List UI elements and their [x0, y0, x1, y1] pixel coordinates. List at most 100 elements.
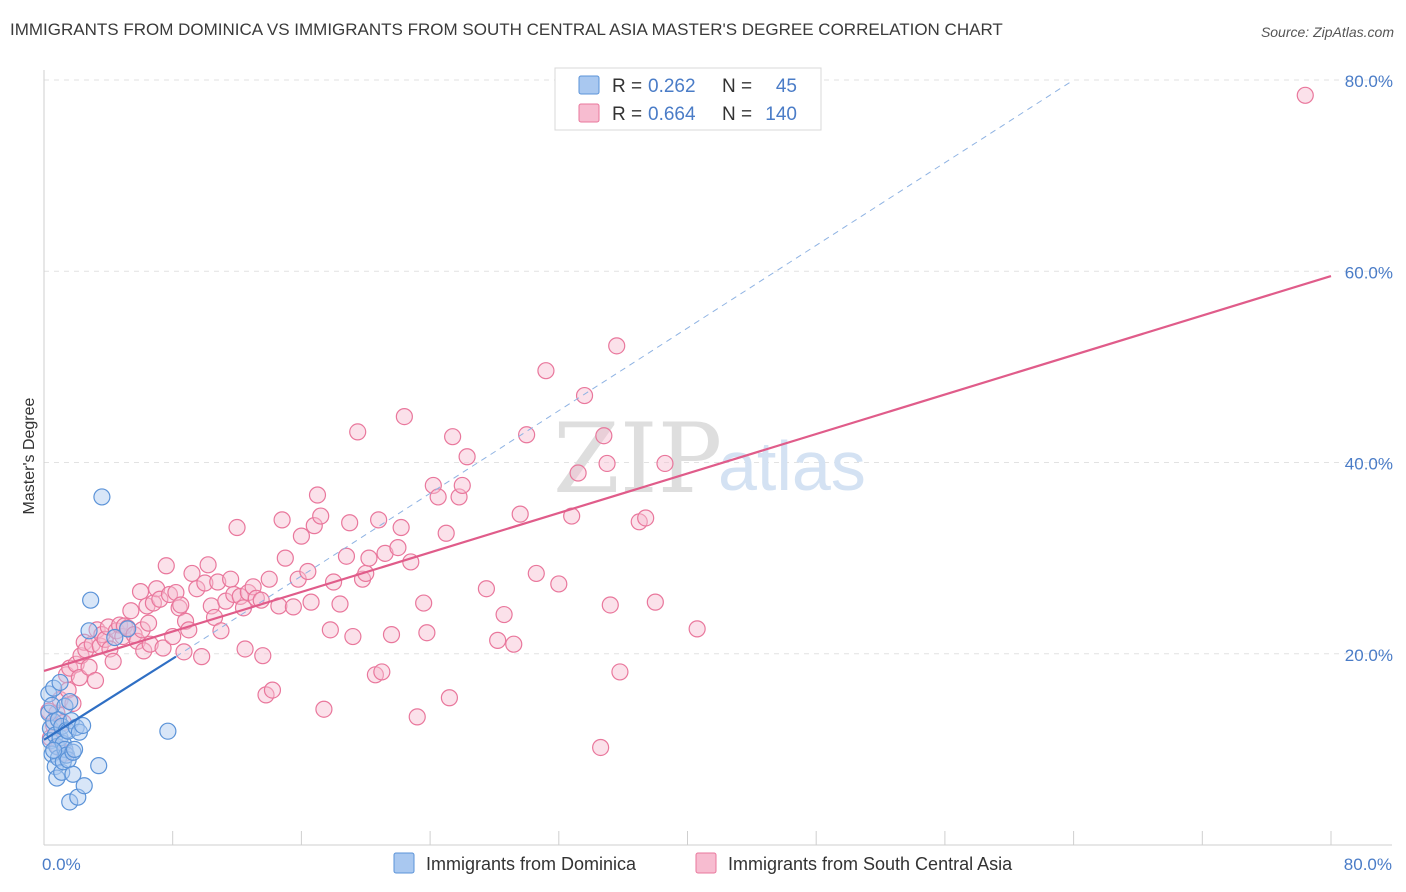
- point-dominica: [61, 793, 79, 811]
- point-dominica: [82, 591, 100, 609]
- point-south-central-asia: [341, 514, 359, 532]
- point-dominica: [75, 777, 93, 795]
- point-south-central-asia: [135, 642, 153, 660]
- point-south-central-asia: [344, 627, 362, 646]
- point-south-central-asia: [437, 524, 455, 542]
- point-south-central-asia: [537, 362, 555, 380]
- point-south-central-asia: [592, 738, 610, 757]
- point-south-central-asia: [312, 507, 330, 525]
- point-south-central-asia: [415, 594, 433, 612]
- series-dominica-points: [40, 488, 177, 811]
- point-south-central-asia: [139, 614, 158, 632]
- x-ticks: [172, 831, 1332, 845]
- series-south-central-asia-points: [40, 86, 1314, 762]
- point-south-central-asia: [595, 427, 613, 445]
- y-tick-labels: 20.0% 40.0% 60.0% 80.0%: [1345, 72, 1393, 665]
- point-dominica: [65, 740, 84, 758]
- point-south-central-asia: [598, 454, 616, 473]
- point-south-central-asia: [382, 626, 401, 644]
- x-tick-label-max: 80.0%: [1344, 855, 1392, 874]
- legend-box: R = 0.262 N = 45 R = 0.664 N = 140: [554, 67, 822, 131]
- point-south-central-asia: [302, 593, 320, 611]
- bottom-legend-swatch-dominica: [393, 852, 415, 874]
- point-south-central-asia: [489, 631, 507, 649]
- point-south-central-asia: [133, 621, 151, 639]
- point-south-central-asia: [254, 647, 272, 665]
- point-south-central-asia: [154, 639, 172, 657]
- point-dominica: [159, 722, 177, 740]
- point-south-central-asia: [477, 580, 496, 598]
- point-south-central-asia: [440, 689, 459, 707]
- point-south-central-asia: [575, 386, 594, 405]
- bottom-legend-label-south-central-asia: Immigrants from South Central Asia: [728, 854, 1013, 874]
- y-axis-label: Master's Degree: [21, 397, 38, 514]
- point-south-central-asia: [1296, 86, 1314, 104]
- trend-line-south-central-asia: [43, 274, 1332, 673]
- point-dominica: [119, 620, 137, 638]
- point-south-central-asia: [315, 700, 333, 718]
- bottom-legend-label-dominica: Immigrants from Dominica: [426, 854, 637, 874]
- point-south-central-asia: [429, 488, 447, 506]
- point-south-central-asia: [601, 596, 619, 614]
- point-south-central-asia: [453, 476, 471, 495]
- point-south-central-asia: [284, 598, 302, 616]
- axes: [43, 70, 1392, 846]
- watermark: ZIP atlas: [553, 403, 866, 515]
- point-south-central-asia: [276, 549, 294, 567]
- point-south-central-asia: [157, 557, 175, 575]
- point-dominica: [45, 679, 63, 697]
- point-south-central-asia: [688, 620, 706, 638]
- trend-line-dominica: [43, 655, 177, 741]
- point-south-central-asia: [122, 602, 140, 620]
- point-south-central-asia: [308, 486, 327, 504]
- point-south-central-asia: [392, 518, 410, 537]
- point-south-central-asia: [212, 622, 230, 640]
- point-south-central-asia: [637, 509, 655, 527]
- point-south-central-asia: [360, 549, 378, 567]
- point-dominica: [93, 488, 111, 506]
- point-south-central-asia: [511, 505, 529, 523]
- point-south-central-asia: [321, 621, 339, 639]
- point-south-central-asia: [444, 428, 462, 446]
- watermark-zip: ZIP: [553, 403, 722, 515]
- point-south-central-asia: [518, 426, 536, 444]
- point-south-central-asia: [160, 585, 179, 604]
- legend-swatch-south-central-asia: [578, 103, 600, 123]
- legend-n-label-dominica: N =: [722, 76, 752, 97]
- point-south-central-asia: [370, 511, 388, 529]
- point-south-central-asia: [263, 681, 282, 699]
- point-south-central-asia: [175, 643, 193, 661]
- point-south-central-asia: [225, 585, 243, 604]
- y-tick-label: 80.0%: [1345, 72, 1393, 91]
- watermark-atlas: atlas: [718, 427, 866, 505]
- point-dominica: [74, 716, 92, 735]
- point-dominica: [51, 673, 69, 692]
- point-south-central-asia: [183, 564, 201, 583]
- bottom-legend-swatch-south-central-asia: [695, 852, 717, 874]
- chart-source: Source: ZipAtlas.com: [1260, 24, 1394, 40]
- point-south-central-asia: [646, 593, 664, 611]
- point-south-central-asia: [656, 454, 674, 473]
- point-dominica: [80, 622, 98, 640]
- point-south-central-asia: [349, 423, 367, 441]
- trend-line-dominica-extended: [175, 79, 1074, 658]
- point-south-central-asia: [495, 605, 513, 624]
- point-south-central-asia: [550, 575, 568, 593]
- point-south-central-asia: [193, 648, 211, 666]
- point-dominica: [106, 628, 124, 647]
- point-south-central-asia: [209, 573, 227, 591]
- legend-r-value-dominica: 0.262: [648, 76, 696, 97]
- point-south-central-asia: [389, 539, 407, 557]
- legend-r-label-dominica: R =: [612, 76, 642, 97]
- point-south-central-asia: [199, 556, 217, 574]
- point-south-central-asia: [527, 564, 545, 583]
- point-dominica: [90, 757, 108, 775]
- point-south-central-asia: [273, 511, 291, 529]
- point-south-central-asia: [569, 464, 587, 482]
- y-tick-label: 60.0%: [1345, 263, 1393, 282]
- point-south-central-asia: [337, 547, 356, 565]
- bottom-legend: Immigrants from Dominica Immigrants from…: [393, 852, 1013, 874]
- x-tick-label-min: 0.0%: [42, 855, 81, 874]
- legend-swatch-dominica: [578, 75, 600, 95]
